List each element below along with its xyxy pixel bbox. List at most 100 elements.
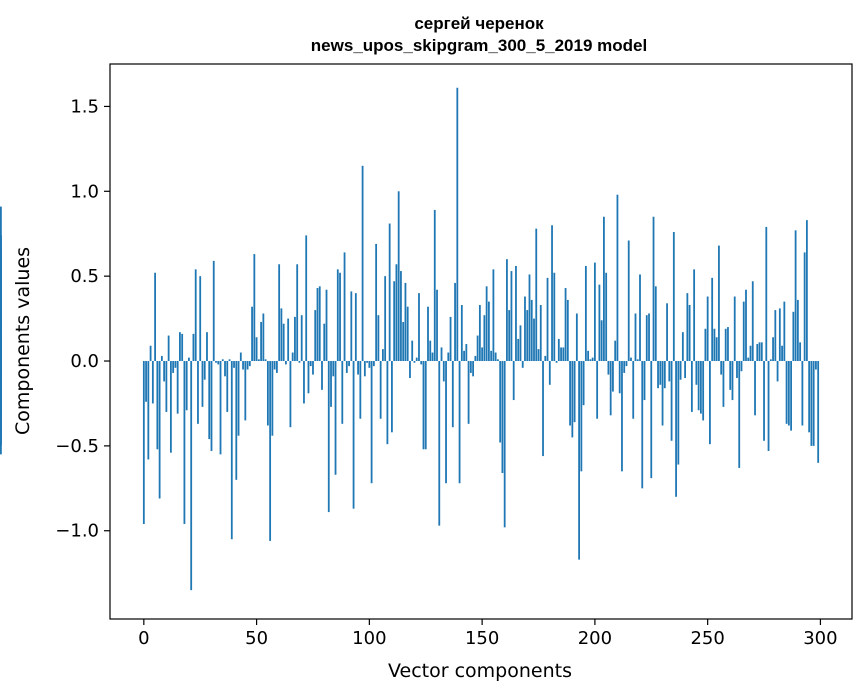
bar-161 <box>506 259 508 362</box>
bar-12 <box>169 361 172 453</box>
bar-235 <box>672 232 675 362</box>
bar-43 <box>239 352 242 362</box>
bar-271 <box>754 361 756 416</box>
bar-279 <box>772 337 774 362</box>
y-tick-label: 0.5 <box>70 266 99 287</box>
bar-209 <box>614 340 617 362</box>
bar-226 <box>652 216 655 362</box>
bar-196 <box>584 265 587 362</box>
bar-75 <box>312 361 314 375</box>
bar-213 <box>623 361 626 373</box>
bar-149 <box>478 305 481 362</box>
bar-134 <box>445 361 447 484</box>
bar-270 <box>751 281 754 362</box>
bar-48 <box>251 306 253 362</box>
bar-16 <box>179 332 181 362</box>
bar-251 <box>709 361 711 445</box>
bar-56 <box>269 361 272 541</box>
bar-263 <box>736 361 738 378</box>
bar-127 <box>429 340 432 362</box>
bar-188 <box>566 299 569 362</box>
bar-146 <box>472 361 474 377</box>
bar-93 <box>352 361 355 509</box>
bar-152 <box>485 286 488 362</box>
bar-99 <box>366 361 368 363</box>
bar-50 <box>255 337 258 362</box>
bar-42 <box>237 361 240 436</box>
bar-164 <box>512 361 515 401</box>
bar-294 <box>805 220 808 362</box>
bar-212 <box>621 361 623 472</box>
bar-272 <box>756 344 759 362</box>
bars-group <box>0 87 820 591</box>
bar-34 <box>219 361 222 455</box>
bar-269 <box>749 345 752 362</box>
bar-151 <box>483 315 486 362</box>
bar-23 <box>194 269 197 362</box>
bar-111 <box>393 281 396 362</box>
bar-17 <box>181 333 184 362</box>
bar-85 <box>334 361 337 475</box>
bar-205 <box>605 272 608 362</box>
bar-94 <box>354 293 357 362</box>
bar-70 <box>300 315 303 362</box>
bar-206 <box>607 361 610 375</box>
bar-150 <box>481 347 484 362</box>
bar-26 <box>201 361 204 407</box>
bar-281 <box>776 361 779 382</box>
bar-187 <box>564 288 567 362</box>
bar-220 <box>639 274 641 362</box>
bar-98 <box>363 361 366 377</box>
bar-190 <box>571 361 574 438</box>
bar-78 <box>318 286 321 362</box>
bar-154 <box>490 350 493 362</box>
bar-178 <box>544 355 547 362</box>
bar-97 <box>361 165 364 362</box>
y-tick-label: 1.0 <box>70 181 99 202</box>
bar-86 <box>336 269 339 362</box>
bar-13 <box>172 361 175 373</box>
bar-132 <box>440 347 443 362</box>
y-tick-label: 1.5 <box>70 96 99 117</box>
bar-182 <box>553 272 556 362</box>
bar-40 <box>233 361 235 368</box>
bar-264 <box>738 361 741 468</box>
bar-undefined <box>0 361 2 380</box>
bar-276 <box>765 226 768 362</box>
bar-222 <box>643 361 646 401</box>
bar-58 <box>273 361 276 370</box>
bar-236 <box>675 361 677 497</box>
bar-1 <box>145 361 147 402</box>
bar-140 <box>458 361 461 484</box>
bar-239 <box>681 332 684 362</box>
bar-143 <box>465 344 468 362</box>
bar-172 <box>530 299 533 362</box>
bar-284 <box>783 301 786 362</box>
bar-297 <box>812 361 815 446</box>
y-axis-ticks: −1.0 −0.5 0.0 0.5 1.0 1.5 <box>55 96 110 542</box>
bar-11 <box>167 335 170 362</box>
bar-142 <box>463 350 465 362</box>
plot-frame <box>109 63 853 620</box>
bar-14 <box>174 361 177 368</box>
bar-214 <box>625 361 628 367</box>
bar-216 <box>630 357 632 362</box>
bar-106 <box>381 349 384 362</box>
bar-52 <box>260 321 262 362</box>
bar-41 <box>235 361 238 480</box>
bar-218 <box>634 313 637 362</box>
bar-53 <box>262 313 265 362</box>
x-axis-ticks: 0 50 100 150 200 250 300 <box>138 619 838 649</box>
bar-129 <box>433 209 436 362</box>
bar-273 <box>758 342 761 362</box>
bar-72 <box>305 235 308 362</box>
bar-103 <box>375 243 378 362</box>
bar-293 <box>803 252 806 362</box>
bar-254 <box>715 337 718 362</box>
bar-10 <box>165 361 168 412</box>
bar-30 <box>210 361 213 451</box>
bar-95 <box>357 361 359 375</box>
bar-246 <box>697 361 700 411</box>
bar-29 <box>208 361 211 440</box>
